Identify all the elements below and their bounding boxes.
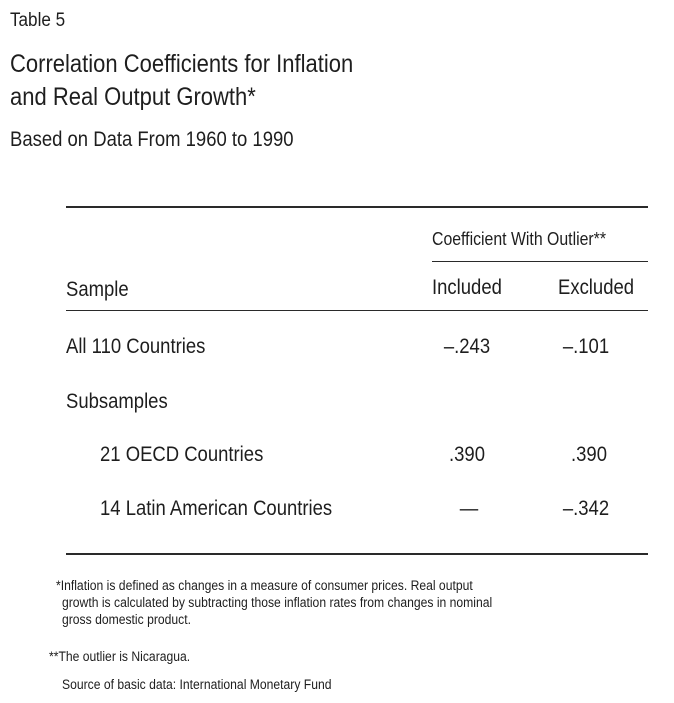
coefficient-group-header: Coefficient With Outlier** <box>432 229 607 249</box>
cell-all-included: –.243 <box>443 335 491 358</box>
column-header-excluded: Excluded <box>558 276 635 299</box>
row-label-all-countries: All 110 Countries <box>66 335 206 358</box>
column-header-included: Included <box>432 276 502 299</box>
footnote-outlier: **The outlier is Nicaragua. <box>49 649 191 664</box>
table-number: Table 5 <box>10 10 66 31</box>
footnote-inflation-line-1: *Inflation is defined as changes in a me… <box>56 578 473 593</box>
source-note: Source of basic data: International Mone… <box>62 677 332 692</box>
table-title-line-2: and Real Output Growth* <box>10 83 256 111</box>
group-header-rule <box>432 261 648 262</box>
cell-oecd-excluded: .390 <box>571 443 607 466</box>
cell-oecd-included: .390 <box>449 443 485 466</box>
row-label-latin-america: 14 Latin American Countries <box>100 497 333 520</box>
row-label-oecd: 21 OECD Countries <box>100 443 264 466</box>
cell-all-excluded: –.101 <box>562 335 610 358</box>
footnote-inflation-line-3: gross domestic product. <box>62 612 191 627</box>
cell-latin-included: — <box>459 497 479 520</box>
footnote-inflation-line-2: growth is calculated by subtracting thos… <box>62 595 493 610</box>
row-label-subsamples: Subsamples <box>66 390 168 413</box>
cell-latin-excluded: –.342 <box>562 497 610 520</box>
table-bottom-rule <box>66 553 648 555</box>
table-top-rule <box>66 206 648 208</box>
table-title-line-1: Correlation Coefficients for Inflation <box>10 50 354 78</box>
table-subtitle: Based on Data From 1960 to 1990 <box>10 128 294 151</box>
column-header-rule <box>66 310 648 311</box>
column-header-sample: Sample <box>66 278 129 301</box>
